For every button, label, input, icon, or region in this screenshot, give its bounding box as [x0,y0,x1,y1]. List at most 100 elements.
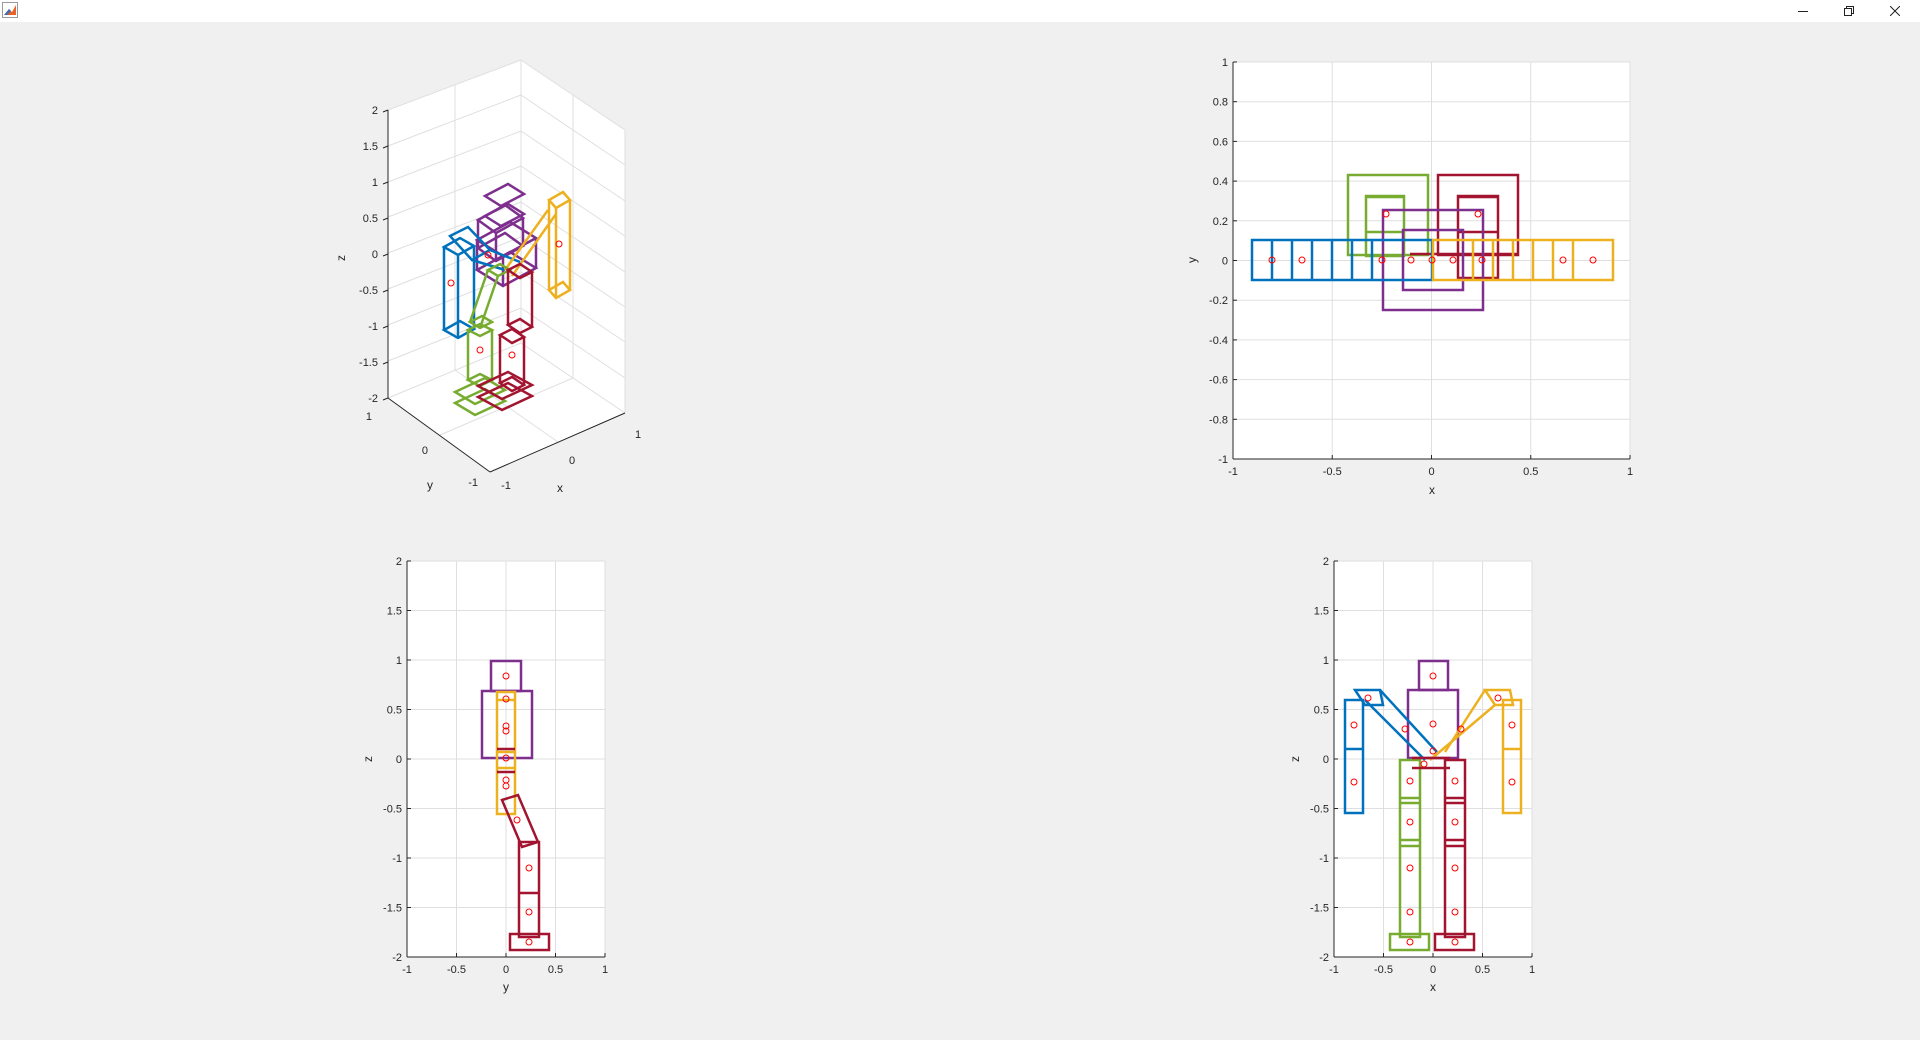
z-tick-mark [382,361,389,365]
figure-canvas: 21.510.50-0.5-1-1.5-2 1 0 -1 -1 0 1 z y … [334,57,1633,994]
y-tick-label: -1 [1218,454,1228,466]
y-tick-label: 2 [396,556,402,568]
y-tick-label: 0.2 [1213,216,1228,228]
robot-3d [441,182,572,417]
x-tick-label: -1 [501,480,511,492]
close-button[interactable] [1872,0,1918,22]
y-tick-label: -2 [1319,952,1329,964]
x-tick-label: -0.5 [1374,964,1393,976]
x-tick-label: 0.5 [1523,466,1538,478]
y-axis-label: y [427,478,433,492]
y-tick-label: 1.5 [1314,606,1329,618]
z-tick-mark [382,181,389,185]
x-tick-label: 0.5 [548,964,563,976]
z-tick-label: -1 [368,321,378,333]
y-tick-label: -0.5 [1310,804,1329,816]
z-tick-mark [382,217,389,221]
x-tick-label: -1 [1329,964,1339,976]
x-tick-label: 1 [602,964,608,976]
z-tick-mark [382,253,389,257]
x-tick-label: 0 [1430,964,1436,976]
robot-front [1343,659,1523,952]
z-axis-label: z [334,255,348,261]
robot-top [1250,173,1615,312]
x-tick-label: 0.5 [1475,964,1490,976]
left-arm-3d [441,225,521,340]
y-tick-label: 0.5 [1314,705,1329,717]
z-tick-mark [382,289,389,293]
x-tick-label: -0.5 [447,964,466,976]
y-tick-label: 1 [396,655,402,667]
y-tick-label: -1.5 [1310,903,1329,915]
y-tick-label: 1 [1323,655,1329,667]
x-tick-label: 1 [635,429,641,441]
z-tick-label: 0 [372,249,378,261]
robot-side [480,659,551,952]
y-tick-label: -1 [392,853,402,865]
y-tick-label: -0.5 [383,804,402,816]
torso-top [1381,208,1485,312]
x-axis-label: y [503,980,509,994]
right-leg-3d [475,262,535,412]
z-tick-mark [382,145,389,149]
y-tick-label: 0.8 [1213,97,1228,109]
minimize-icon [1798,11,1808,12]
minimize-button[interactable] [1780,0,1826,22]
y-tick-label: 0.6 [1213,136,1228,148]
z-tick-label: -2 [368,393,378,405]
close-icon [1890,6,1900,16]
z-tick-mark [382,109,389,113]
z-tick-label: -0.5 [359,285,378,297]
x-axis-label: x [557,481,563,495]
y-tick-label: 0 [1222,256,1228,268]
restore-button[interactable] [1826,0,1872,22]
y-tick-label: 1 [1222,57,1228,69]
matlab-app-icon[interactable] [2,2,18,18]
axes-top-view[interactable]: -1 -0.5 0 0.5 1 1 0.8 0.6 0.4 0.2 0 -0.2 -0.4 -0.6 -0.… [1185,57,1633,497]
right-leg-top [1410,173,1520,280]
y-tick-label: -1.5 [383,903,402,915]
left-leg-top [1346,173,1430,258]
restore-icon [1844,6,1854,16]
y-tick-label: -2 [392,952,402,964]
y-tick-label: -1 [1319,853,1329,865]
title-bar [0,0,1920,22]
x-tick-label: 1 [1627,466,1633,478]
z-tick-label: 0.5 [363,213,378,225]
y-axis-label: z [361,756,375,762]
y-tick-label: -0.8 [1209,414,1228,426]
z-tick-label: 1 [372,177,378,189]
x-tick-label: -1 [402,964,412,976]
z-tick-mark [382,397,389,401]
y-tick-label: -0.4 [1209,335,1228,347]
x-tick-label: 0 [1428,466,1434,478]
y-tick-label: 0 [1323,754,1329,766]
y-tick-label: 1.5 [387,606,402,618]
y-tick-label: 0.4 [1213,176,1228,188]
axes-side-view[interactable]: -1 -0.5 0 0.5 1 2 1.5 1 0.5 0 -0.5 -1 -1.5 -2 y z [361,556,608,994]
x-tick-label: -0.5 [1323,466,1342,478]
z-tick-label: 1.5 [363,141,378,153]
y-tick-label: -0.6 [1209,375,1228,387]
right-arm-top [1431,238,1615,282]
joint-markers-top [1268,210,1597,264]
axes-3d[interactable]: 21.510.50-0.5-1-1.5-2 1 0 -1 -1 0 1 z y … [334,59,641,495]
axes-front-view[interactable]: -1 -0.5 0 0.5 1 2 1.5 1 0.5 0 -0.5 -1 -1.5 -2 x z [1288,556,1535,994]
x-axis-label: x [1430,980,1436,994]
x-tick-label: 0 [569,455,575,467]
y-tick-label: 1 [366,411,372,423]
x-axis-label: x [1429,483,1435,497]
y-axis-label: z [1288,756,1302,762]
z-tick-mark [382,325,389,329]
x-tick-label: 0 [503,964,509,976]
z-tick-label: 2 [372,105,378,117]
y-tick-label: -0.2 [1209,295,1228,307]
y-tick-label: 0.5 [387,705,402,717]
y-tick-label: 0 [396,754,402,766]
axes-3d-grid [387,59,626,443]
joint-markers-3d [447,240,563,359]
x-tick-label: -1 [1228,466,1238,478]
y-tick-label: -1 [468,477,478,489]
z-tick-label: -1.5 [359,357,378,369]
y-tick-label: 2 [1323,556,1329,568]
